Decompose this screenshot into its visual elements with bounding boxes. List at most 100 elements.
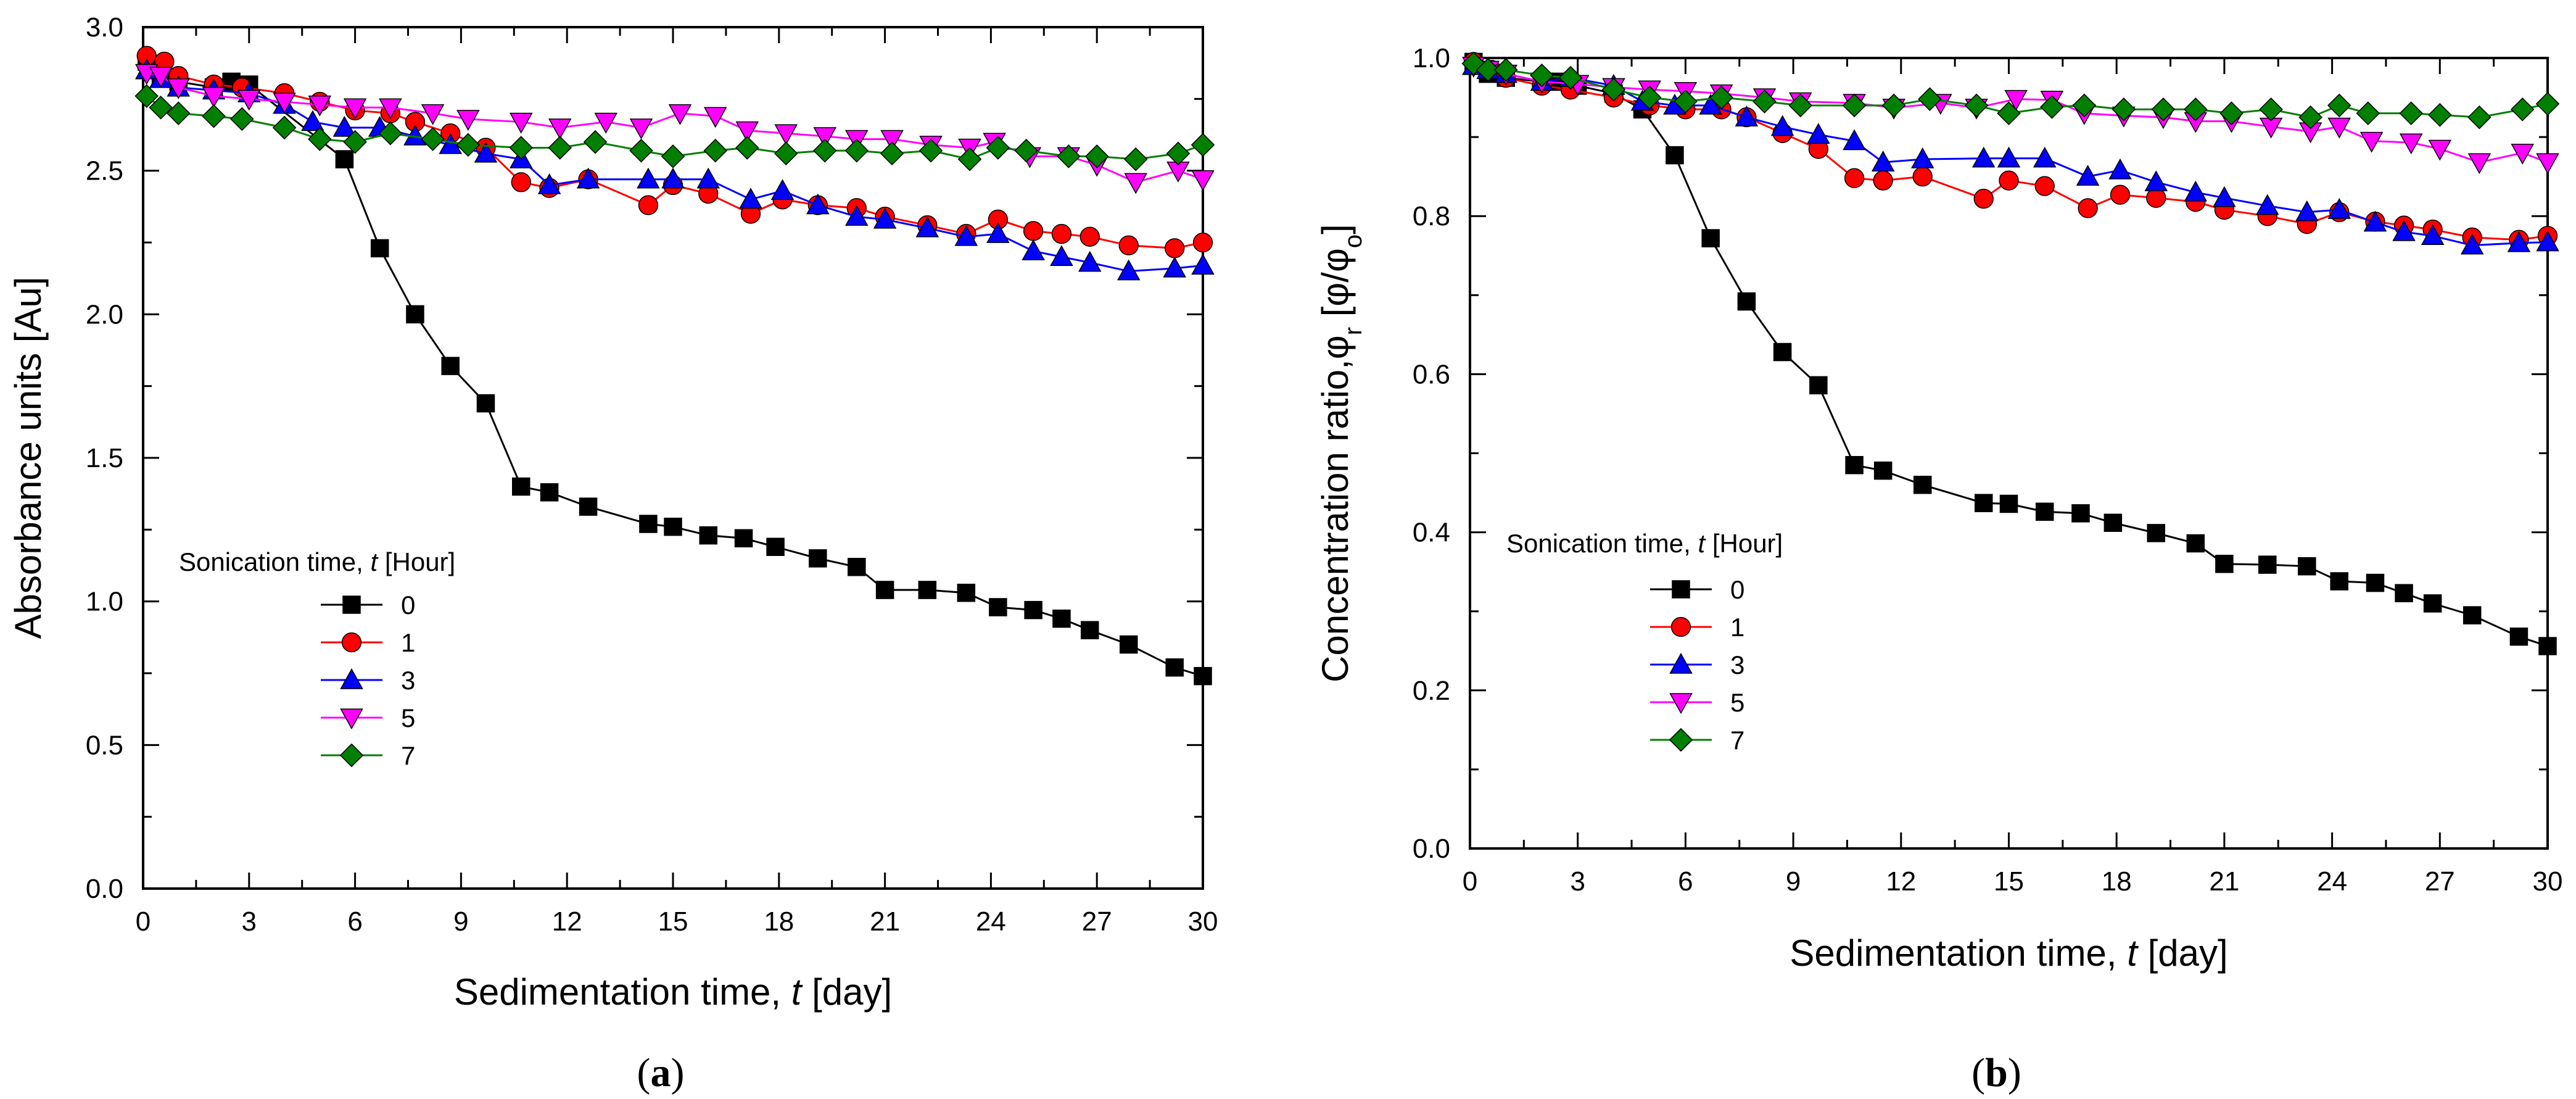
panel-a-panel-label: (a)	[637, 1050, 685, 1095]
panel-a-data-point-series-1	[1118, 235, 1139, 255]
panel-a-data-point-series-7	[308, 127, 332, 151]
panel-b-data-point-series-7	[2219, 101, 2244, 125]
panel-a-data-point-series-5	[1191, 170, 1215, 191]
panel-b-x-tick-label: 12	[1886, 866, 1916, 897]
panel-a-data-point-series-7	[1123, 147, 1148, 172]
panel-a-data-point-series-1	[1165, 238, 1185, 259]
panel-a-data-point-series-3	[986, 222, 1010, 243]
panel-a-data-point-series-7	[661, 144, 685, 168]
panel-b-x-tick-label: 27	[2425, 866, 2455, 897]
panel-b-data-point-series-0	[2103, 513, 2123, 532]
panel-a-data-point-series-5	[813, 127, 837, 148]
panel-b-legend-label-3: 3	[1730, 650, 1744, 679]
panel-a-data-point-series-7	[421, 127, 445, 151]
panel-a-x-tick-label: 18	[764, 906, 794, 937]
panel-b-data-point-series-5	[2327, 117, 2351, 139]
panel-b-data-point-series-7	[1964, 93, 1989, 118]
panel-b-data-point-series-7	[2259, 97, 2283, 122]
panel-a-x-tick-label: 27	[1082, 906, 1112, 937]
panel-a-data-point-series-7	[1084, 144, 1109, 168]
panel-a-data-point-series-0	[1119, 635, 1138, 654]
panel-a-data-point-series-1	[511, 172, 531, 193]
panel-a-y-tick-label: 1.0	[86, 587, 123, 617]
panel-b-data-point-series-7	[2151, 97, 2176, 122]
panel-b-data-point-series-7	[1601, 77, 1626, 102]
panel-a-data-point-series-5	[308, 95, 332, 117]
panel-a-legend-label-1: 1	[401, 628, 415, 657]
panel-b-data-point-series-7	[1842, 93, 1867, 118]
panel-b-legend-marker-1	[1670, 616, 1691, 637]
panel-b-y-tick-label: 0.6	[1413, 359, 1450, 389]
panel-a-data-point-series-0	[875, 581, 894, 599]
panel-a-data-point-series-0	[1165, 658, 1184, 677]
panel-b-data-point-series-0	[1809, 376, 1828, 395]
panel-b-data-point-series-7	[2184, 97, 2208, 122]
panel-a-y-tick-label: 3.0	[86, 12, 123, 43]
panel-a-data-point-series-7	[844, 138, 869, 163]
panel-b-y-tick-label: 0.4	[1413, 518, 1450, 548]
panel-b-data-point-series-0	[2330, 572, 2348, 591]
panel-b-data-point-series-3	[2295, 200, 2319, 222]
panel-a-data-point-series-1	[1192, 232, 1213, 253]
panel-b-data-point-series-7	[1637, 85, 1662, 110]
panel-a-data-point-series-5	[1124, 173, 1147, 194]
panel-b-data-point-series-0	[2462, 606, 2482, 624]
panel-a-legend-marker-7	[339, 743, 364, 768]
panel-a-data-point-series-5	[629, 118, 653, 139]
panel-b-x-tick-label: 0	[1463, 866, 1477, 897]
panel-a-data-point-series-5	[237, 89, 261, 111]
panel-b-panel-label: (b)	[1971, 1050, 2021, 1095]
panel-a-y-axis-title: Absorbance units [Au]	[7, 276, 49, 639]
panel-b-data-point-series-1	[2078, 198, 2098, 218]
panel-a-data-point-series-0	[441, 357, 460, 375]
panel-a-data-point-series-0	[540, 483, 559, 502]
panel-b-y-axis-title: Concentration ratio,φr [φ/φo]	[1315, 224, 1367, 682]
panel-b-data-point-series-0	[1666, 146, 1684, 165]
panel-a-data-point-series-3	[637, 167, 660, 189]
panel-a-data-point-series-0	[579, 497, 598, 516]
panel-a-data-point-series-0	[335, 150, 354, 168]
panel-b-data-point-series-3	[1871, 151, 1895, 172]
panel-a-data-point-series-7	[149, 96, 173, 120]
chart-panel-b: 0 3 6 9 12 15 18 21 24 27 300.00.20.40.60.81.0Soni…	[1315, 43, 2562, 1095]
panel-b-legend-marker-5	[1669, 693, 1693, 715]
panel-b-data-point-series-5	[2359, 131, 2384, 153]
panel-a-data-point-series-3	[873, 207, 897, 229]
panel-a-data-point-series-1	[1080, 226, 1100, 247]
panel-a-data-point-series-7	[509, 136, 534, 160]
panel-b-data-point-series-7	[1997, 101, 2021, 125]
panel-a-data-point-series-7	[272, 115, 297, 140]
panel-b-data-point-series-7	[2428, 102, 2452, 127]
panel-b-data-point-series-1	[2146, 188, 2166, 208]
panel-a-data-point-series-0	[957, 583, 976, 602]
panel-b-data-point-series-0	[1845, 455, 1864, 475]
panel-a-data-point-series-7	[134, 84, 159, 108]
panel-b-legend-label-5: 5	[1730, 688, 1744, 717]
panel-a-data-point-series-7	[735, 136, 759, 160]
panel-b-data-point-series-7	[1476, 57, 1500, 82]
panel-a-data-point-series-7	[378, 121, 403, 146]
panel-a-x-tick-label: 9	[453, 906, 468, 937]
panel-b-data-point-series-7	[2298, 105, 2322, 130]
panel-b-data-point-series-3	[2184, 180, 2208, 202]
panel-b-data-point-series-3	[2507, 231, 2531, 252]
panel-a-data-point-series-7	[230, 107, 254, 131]
panel-b-data-point-series-7	[1881, 93, 1906, 118]
panel-a-data-point-series-3	[1022, 239, 1045, 260]
panel-a-data-point-series-7	[456, 133, 481, 157]
panel-a-series-line-3	[146, 69, 1203, 273]
panel-b-data-point-series-0	[2147, 524, 2166, 542]
panel-b-data-point-series-3	[2033, 146, 2057, 168]
panel-b-data-point-series-3	[1843, 129, 1866, 151]
panel-b-series-line-0	[1472, 61, 2548, 647]
panel-a-data-point-series-5	[668, 104, 692, 125]
panel-b-x-tick-label: 6	[1678, 866, 1693, 897]
panel-b-y-tick-label: 0.8	[1413, 201, 1450, 231]
panel-b-legend-label-0: 0	[1730, 575, 1744, 604]
panel-a-data-point-series-0	[1024, 600, 1042, 620]
panel-b-data-point-series-7	[2399, 101, 2423, 125]
panel-b-x-tick-label: 3	[1570, 866, 1585, 897]
panel-a-x-tick-label: 0	[136, 906, 151, 937]
panel-b-data-point-series-0	[2423, 594, 2442, 613]
panel-b-y-tick-label: 1.0	[1413, 43, 1450, 73]
